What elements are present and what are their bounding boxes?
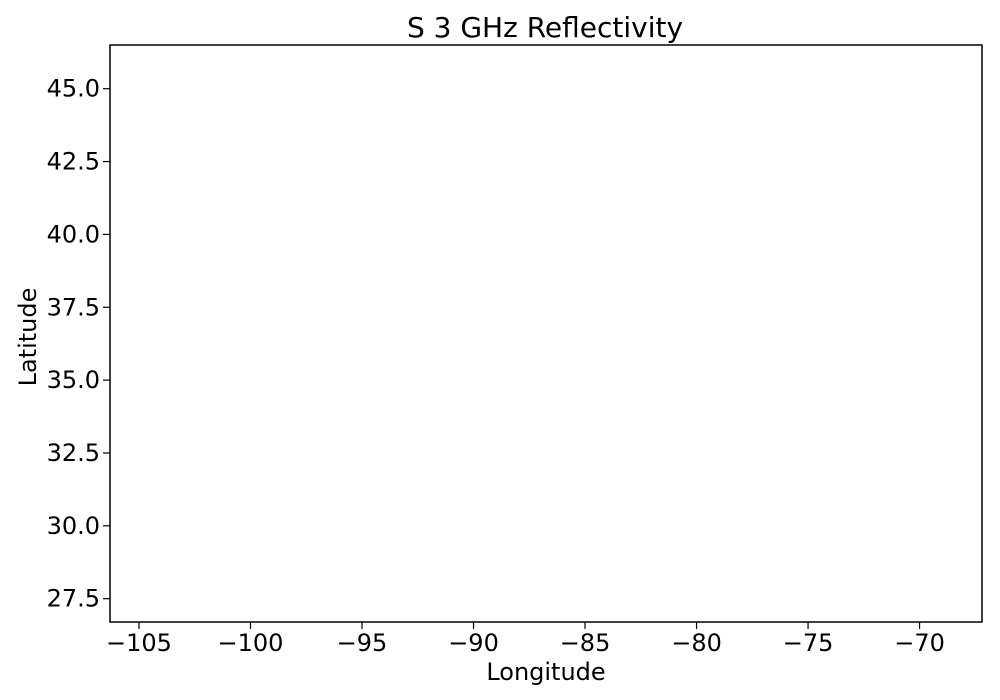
x-tick-label: −95: [337, 629, 388, 657]
y-tick-label: 42.5: [47, 148, 100, 176]
x-tick-label: −85: [560, 629, 611, 657]
x-tick-label: −70: [894, 629, 945, 657]
y-tick-label: 37.5: [47, 293, 100, 321]
y-axis-ticks: 27.5 30.0 32.5 35.0 37.5 40.0 42.5 45.0: [47, 75, 110, 613]
x-tick-label: −80: [671, 629, 722, 657]
y-tick-label: 30.0: [47, 512, 100, 540]
x-tick-label: −105: [106, 629, 172, 657]
y-tick-label: 45.0: [47, 75, 100, 103]
y-tick-label: 32.5: [47, 439, 100, 467]
y-tick-label: 35.0: [47, 366, 100, 394]
chart-title: S 3 GHz Reflectivity: [407, 11, 683, 44]
x-axis-ticks: −105 −100 −95 −90 −85 −80 −75 −70: [106, 622, 945, 657]
y-axis-label: Latitude: [14, 288, 42, 387]
y-tick-label: 27.5: [47, 585, 100, 613]
x-tick-label: −90: [448, 629, 499, 657]
x-tick-label: −75: [783, 629, 834, 657]
plot-area-frame: [109, 44, 983, 623]
x-axis-label: Longitude: [486, 658, 605, 686]
y-tick-label: 40.0: [47, 220, 100, 248]
x-tick-label: −100: [218, 629, 284, 657]
